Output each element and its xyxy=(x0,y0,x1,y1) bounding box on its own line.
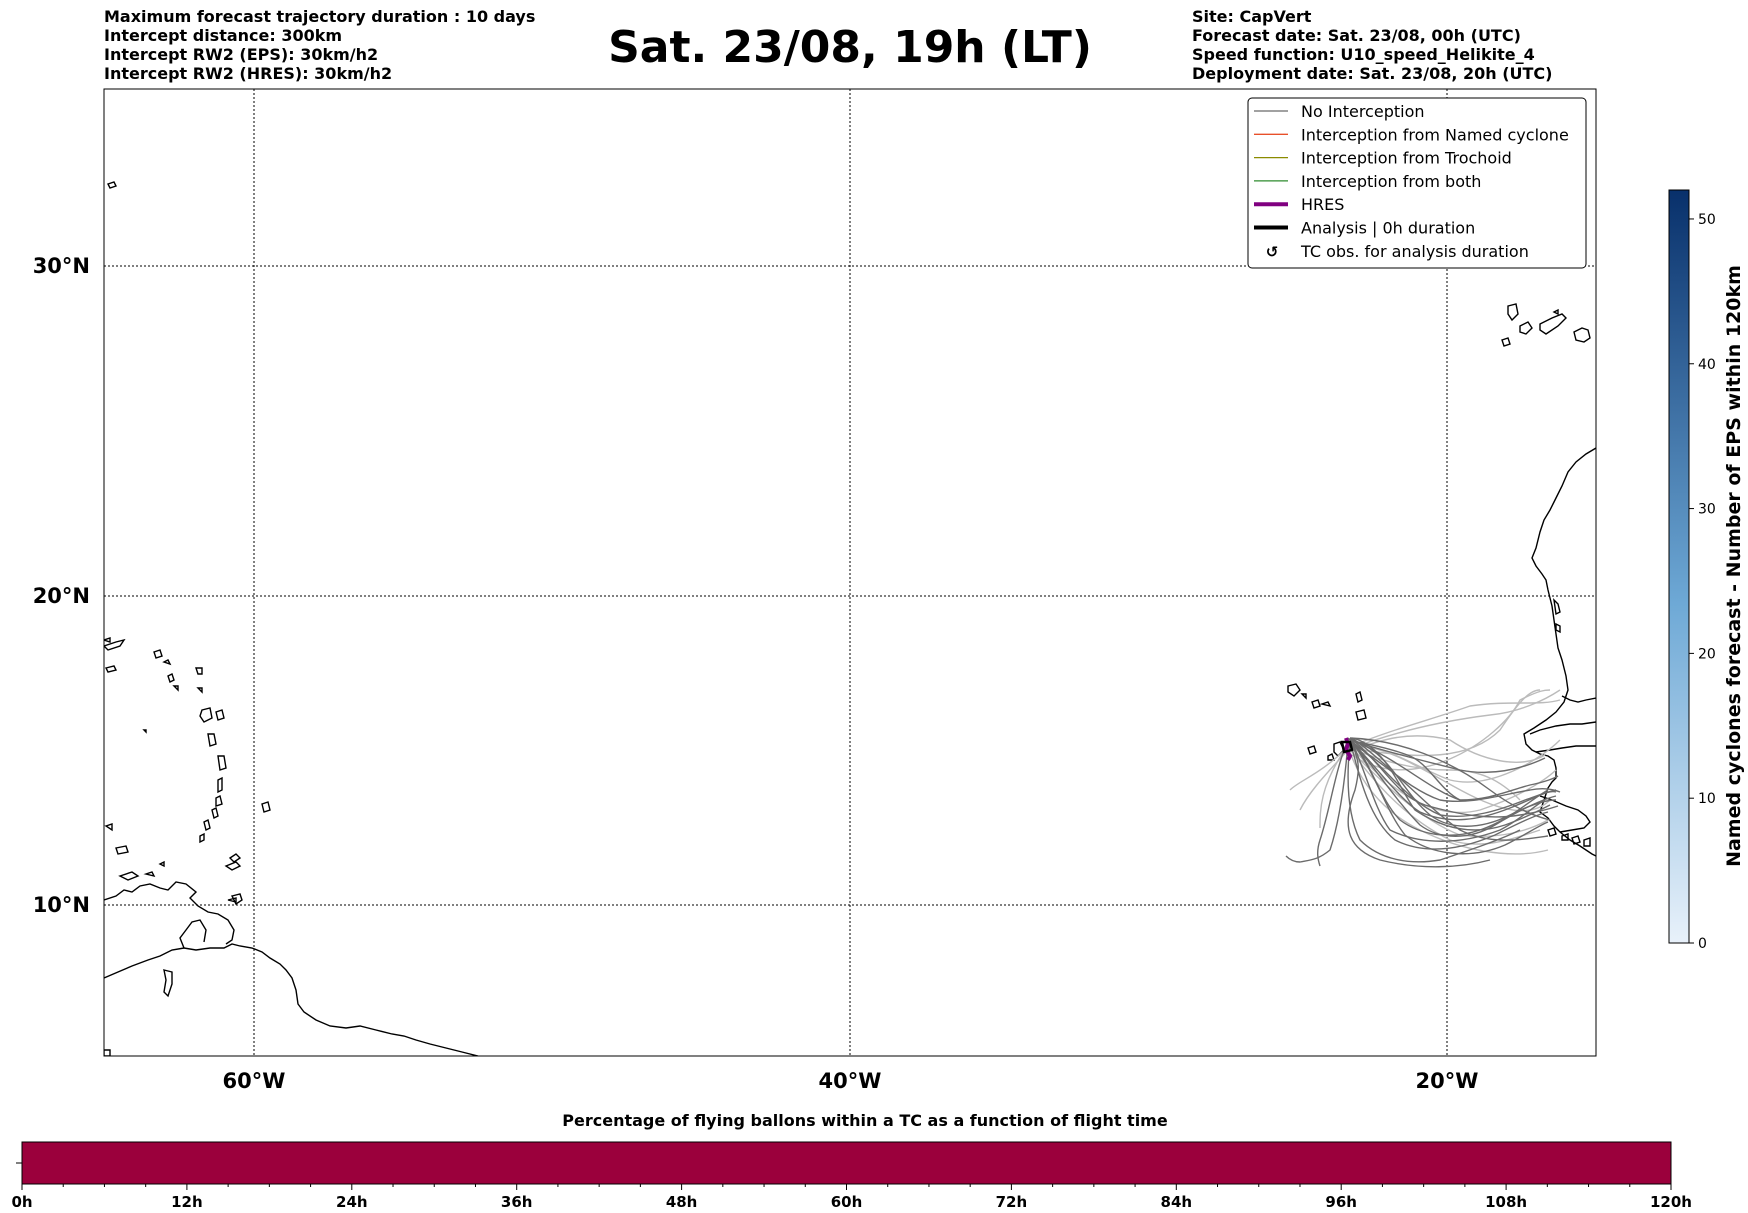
lat-label-10: 10°N xyxy=(33,893,90,917)
guinea-coast xyxy=(1539,795,1591,833)
timebar-tick-label: 12h xyxy=(171,1193,203,1211)
legend-label: Interception from Trochoid xyxy=(1301,149,1512,168)
timebar-tick-label: 120h xyxy=(1650,1193,1692,1211)
legend-box xyxy=(1247,97,1587,269)
time-bar: Percentage of flying ballons within a TC… xyxy=(11,1111,1692,1211)
timebar-tick-label: 48h xyxy=(666,1193,698,1211)
intercept-distance-text: Intercept distance: 300km xyxy=(104,26,343,45)
legend-label: Interception from both xyxy=(1301,172,1481,191)
site-tracks xyxy=(1340,737,1354,761)
legend-entry: Analysis | 0h duration xyxy=(1254,219,1475,238)
page-title: Sat. 23/08, 19h (LT) xyxy=(608,22,1092,73)
legend-label: Interception from Named cyclone xyxy=(1301,125,1569,144)
forecast-date-text: Forecast date: Sat. 23/08, 00h (UTC) xyxy=(1192,26,1521,45)
timebar-tick-label: 72h xyxy=(996,1193,1028,1211)
lat-label-30: 30°N xyxy=(33,254,90,278)
bissagos xyxy=(1547,827,1591,847)
timebar-tick-label: 96h xyxy=(1325,1193,1357,1211)
colorbar-tick-label: 10 xyxy=(1698,791,1716,807)
timebar-tick-label: 108h xyxy=(1485,1193,1527,1211)
colorbar-tick-label: 30 xyxy=(1698,502,1716,518)
guyana-notch xyxy=(179,919,207,949)
eps-trajectories xyxy=(1285,689,1561,868)
analysis-marker xyxy=(1340,740,1354,754)
timebar-tick-label: 0h xyxy=(11,1193,32,1211)
legend-label: Analysis | 0h duration xyxy=(1301,219,1475,238)
lat-label-20: 20°N xyxy=(33,584,90,608)
legend-label: TC obs. for analysis duration xyxy=(1300,242,1529,261)
venezuela-coast xyxy=(104,881,235,945)
colorbar-tick-label: 0 xyxy=(1698,936,1707,952)
header-info-left: Maximum forecast trajectory duration : 1… xyxy=(104,7,535,83)
caribbean-islands xyxy=(104,181,271,903)
tobago xyxy=(224,861,242,871)
lon-label-60: 60°W xyxy=(223,1069,286,1093)
header-info-right: Site: CapVert Forecast date: Sat. 23/08,… xyxy=(1192,7,1552,83)
map-frame xyxy=(103,88,1597,1057)
site-text: Site: CapVert xyxy=(1192,7,1312,26)
timebar-tick-label: 60h xyxy=(831,1193,863,1211)
eps-dark-trajectories xyxy=(1285,737,1561,868)
intercept-hres-text: Intercept RW2 (HRES): 30km/h2 xyxy=(104,64,393,83)
map-legend: No Interception Interception from Named c… xyxy=(1247,97,1587,269)
intercept-eps-text: Intercept RW2 (EPS): 30km/h2 xyxy=(104,45,379,64)
legend-entry: No Interception xyxy=(1254,102,1425,121)
coastlines xyxy=(104,181,1596,1056)
orinoco-island xyxy=(163,969,173,998)
legend-entry: Interception from both xyxy=(1254,172,1481,191)
lon-label-20: 20°W xyxy=(1416,1069,1479,1093)
canary-islands xyxy=(1501,303,1591,347)
colorbar-tick-label: 40 xyxy=(1698,357,1716,373)
timebar-fill xyxy=(21,1141,1672,1185)
legend-entry: HRES xyxy=(1254,195,1344,214)
south-america-coast xyxy=(104,943,479,1056)
legend-label: HRES xyxy=(1301,195,1344,214)
cap-blanc xyxy=(1561,695,1596,703)
colorbar: 0 10 20 30 40 50 Named cyclones forecast - Nu… xyxy=(1668,189,1745,952)
timebar-tick-label: 36h xyxy=(501,1193,533,1211)
cyclone-icon: ↺ xyxy=(1266,243,1279,261)
timebar-tick-label: 24h xyxy=(336,1193,368,1211)
colorbar-gradient xyxy=(1668,189,1690,944)
speed-function-text: Speed function: U10_speed_Helikite_4 xyxy=(1192,45,1535,64)
colorbar-tick-label: 20 xyxy=(1698,646,1716,662)
axis-labels: 30°N 20°N 10°N 60°W 40°W 20°W xyxy=(33,254,1479,1093)
timebar-tick-label: 84h xyxy=(1161,1193,1193,1211)
colorbar-tick-label: 50 xyxy=(1698,212,1716,228)
legend-label: No Interception xyxy=(1301,102,1425,121)
colorbar-label: Named cyclones forecast - Number of EPS … xyxy=(1723,265,1745,867)
legend-entry: Interception from Named cyclone xyxy=(1254,125,1569,144)
deployment-date-text: Deployment date: Sat. 23/08, 20h (UTC) xyxy=(1192,64,1553,83)
legend-entry: Interception from Trochoid xyxy=(1254,149,1512,168)
timebar-title: Percentage of flying ballons within a TC… xyxy=(562,1111,1168,1130)
lon-label-40: 40°W xyxy=(819,1069,882,1093)
cape-verde-peninsula xyxy=(1553,598,1561,634)
max-duration-text: Maximum forecast trajectory duration : 1… xyxy=(104,7,536,26)
senegal-gambia xyxy=(1529,721,1596,735)
brazil-tip xyxy=(104,1049,111,1056)
map-panel[interactable]: 30°N 20°N 10°N 60°W 40°W 20°W No Interce… xyxy=(33,88,1597,1093)
legend-entry: ↺ TC obs. for analysis duration xyxy=(1266,242,1529,261)
